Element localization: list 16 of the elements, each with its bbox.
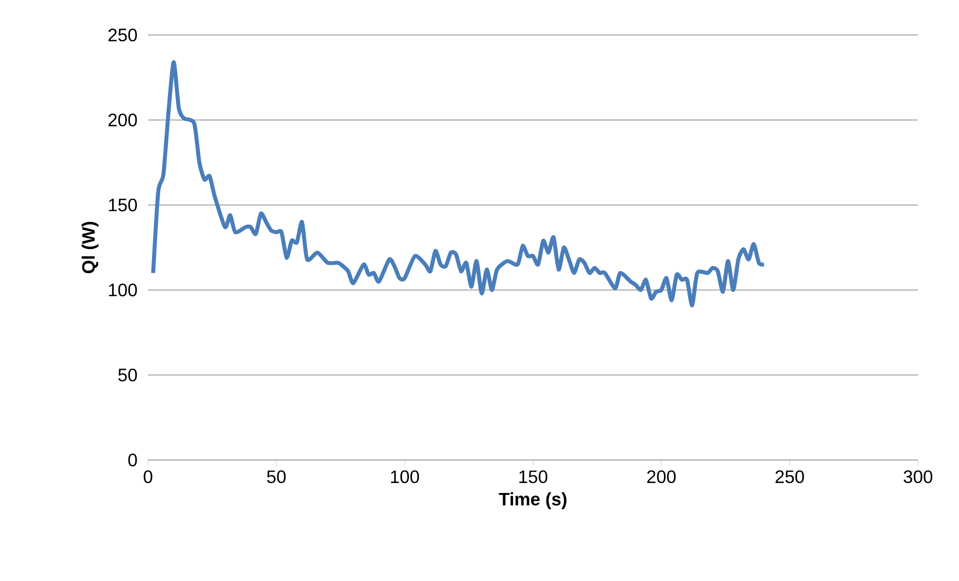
- y-tick-label: 200: [108, 114, 137, 126]
- x-tick-label: 50: [267, 470, 286, 484]
- y-tick-label: 0: [128, 454, 137, 466]
- x-tick-label: 0: [144, 470, 152, 484]
- x-axis-title: Time (s): [498, 492, 566, 510]
- x-tick-label: 200: [647, 470, 676, 484]
- x-tick-label: 100: [391, 470, 419, 484]
- x-tick-label: 150: [519, 470, 548, 484]
- line-series: [151, 60, 766, 308]
- y-tick-label: 50: [118, 368, 137, 382]
- y-axis-title: Ql (W): [82, 222, 98, 274]
- y-tick-label: 100: [108, 284, 137, 296]
- y-tick-label: 250: [108, 28, 137, 42]
- x-tick-label: 250: [776, 470, 804, 484]
- x-tick-label: 300: [904, 470, 932, 484]
- y-tick-label: 150: [108, 198, 137, 212]
